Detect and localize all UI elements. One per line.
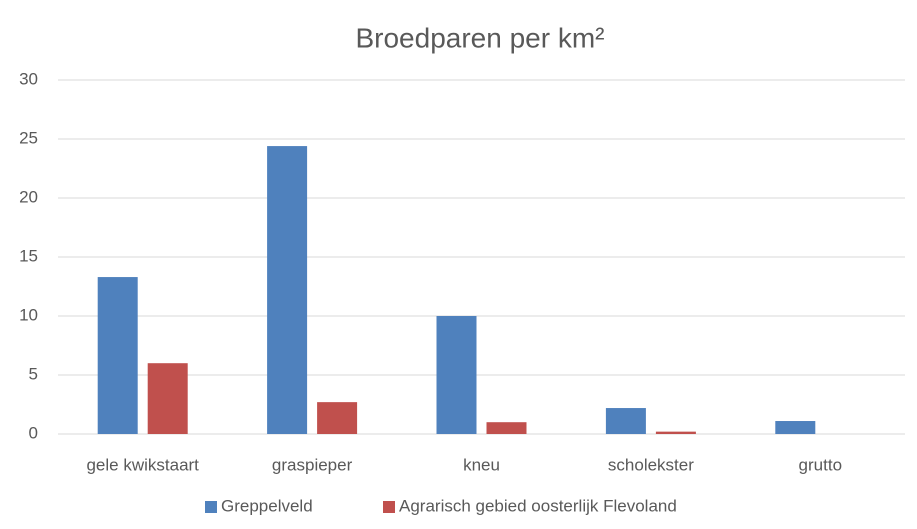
legend-label: Agrarisch gebied oosterlijk Flevoland — [399, 496, 677, 515]
x-tick-label: graspieper — [272, 455, 353, 474]
legend-swatch — [383, 501, 395, 513]
x-tick-label: kneu — [463, 455, 500, 474]
legend-label: Greppelveld — [221, 496, 313, 515]
y-tick-label: 10 — [19, 305, 38, 324]
bar — [775, 421, 816, 434]
bar — [605, 408, 646, 434]
bar — [436, 316, 477, 434]
chart-title: Broedparen per km² — [355, 22, 604, 53]
y-tick-label: 5 — [29, 364, 38, 383]
y-tick-label: 15 — [19, 246, 38, 265]
x-tick-label: scholekster — [608, 455, 694, 474]
y-tick-label: 20 — [19, 187, 38, 206]
bar — [317, 402, 358, 434]
y-tick-label: 0 — [29, 423, 38, 442]
bar — [486, 422, 527, 434]
bar — [267, 146, 308, 434]
bar — [655, 431, 696, 434]
bar — [147, 363, 188, 434]
y-tick-label: 30 — [19, 69, 38, 88]
x-tick-label: grutto — [799, 455, 842, 474]
legend-swatch — [205, 501, 217, 513]
y-tick-label: 25 — [19, 128, 38, 147]
x-tick-label: gele kwikstaart — [86, 455, 199, 474]
bar — [97, 277, 138, 434]
